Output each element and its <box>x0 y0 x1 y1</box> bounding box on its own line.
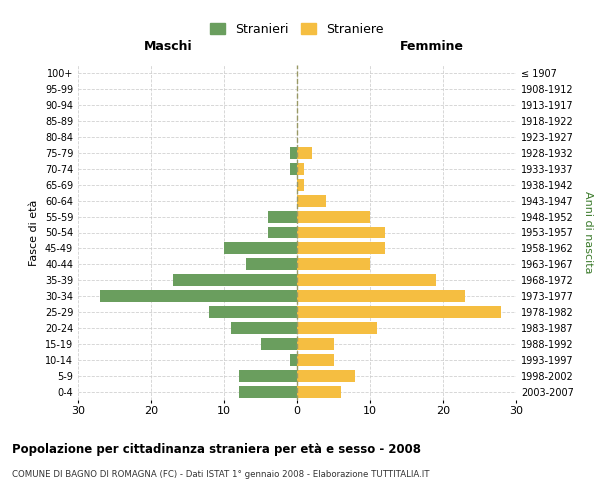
Text: Maschi: Maschi <box>143 40 193 52</box>
Bar <box>246 258 297 270</box>
Bar <box>297 242 385 254</box>
Text: Femmine: Femmine <box>400 40 464 52</box>
Bar <box>173 274 297 286</box>
Bar <box>239 386 297 398</box>
Y-axis label: Fasce di età: Fasce di età <box>29 200 39 266</box>
Bar <box>100 290 297 302</box>
Bar <box>268 226 297 238</box>
Text: Popolazione per cittadinanza straniera per età e sesso - 2008: Popolazione per cittadinanza straniera p… <box>12 442 421 456</box>
Bar <box>239 370 297 382</box>
Bar <box>297 258 370 270</box>
Bar <box>297 338 334 350</box>
Bar <box>290 147 297 158</box>
Bar <box>297 226 385 238</box>
Bar <box>290 162 297 174</box>
Bar <box>260 338 297 350</box>
Bar <box>209 306 297 318</box>
Bar <box>297 322 377 334</box>
Bar <box>297 210 370 222</box>
Bar <box>297 370 355 382</box>
Bar <box>297 194 326 206</box>
Bar <box>297 386 341 398</box>
Bar <box>297 147 311 158</box>
Bar <box>297 162 304 174</box>
Bar <box>232 322 297 334</box>
Bar <box>297 178 304 190</box>
Text: COMUNE DI BAGNO DI ROMAGNA (FC) - Dati ISTAT 1° gennaio 2008 - Elaborazione TUTT: COMUNE DI BAGNO DI ROMAGNA (FC) - Dati I… <box>12 470 430 479</box>
Bar <box>268 210 297 222</box>
Y-axis label: Anni di nascita: Anni di nascita <box>583 191 593 274</box>
Bar <box>297 354 334 366</box>
Bar <box>290 354 297 366</box>
Bar <box>297 306 502 318</box>
Bar <box>224 242 297 254</box>
Bar <box>297 290 465 302</box>
Bar <box>297 274 436 286</box>
Legend: Stranieri, Straniere: Stranieri, Straniere <box>205 18 389 40</box>
